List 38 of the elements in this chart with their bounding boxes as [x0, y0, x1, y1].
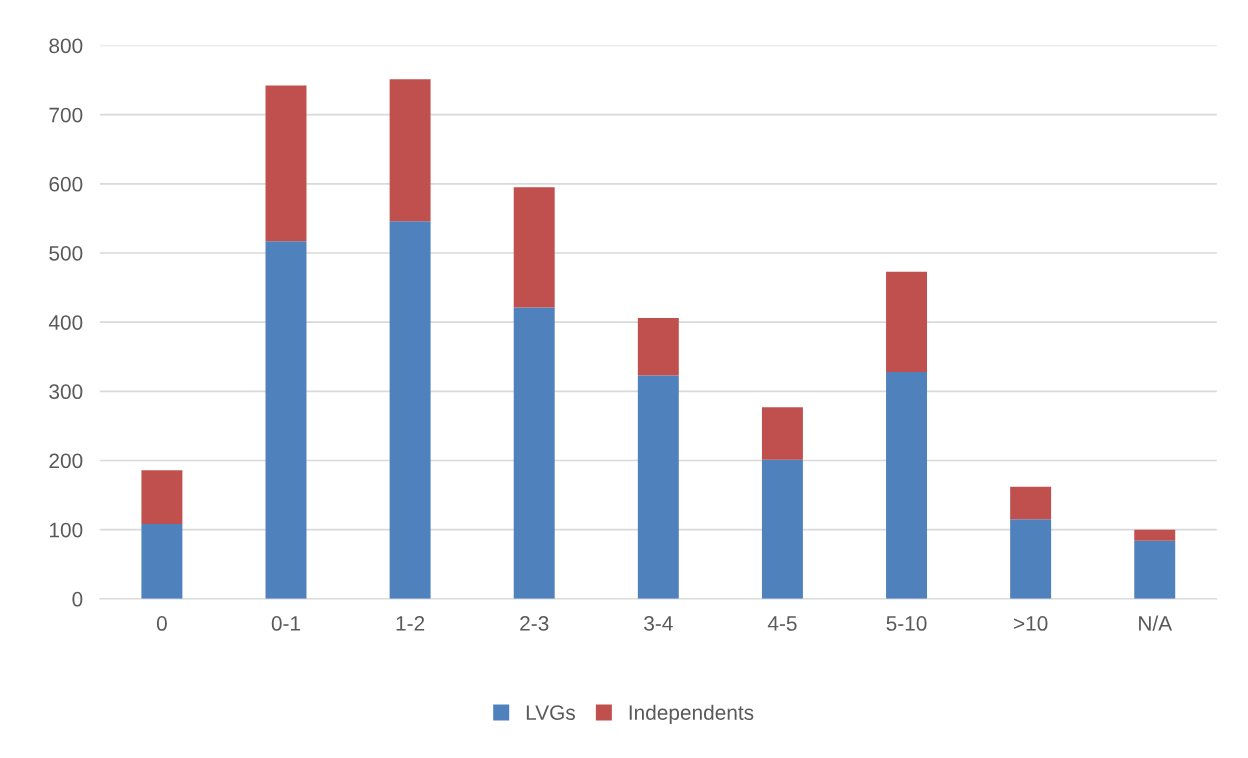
bar	[637, 375, 679, 599]
bar	[761, 407, 803, 460]
y-tick-label: 600	[49, 176, 83, 192]
y-tick-label: 400	[48, 315, 83, 330]
legend-label: Independents	[629, 704, 754, 725]
x-tick-label: 5-10	[886, 616, 927, 631]
y-tick-label: 300	[49, 384, 83, 400]
x-tick-label: 4-5	[767, 616, 797, 631]
bar	[886, 371, 928, 599]
x-tick-label: >10	[1014, 616, 1048, 631]
x-tick-label: N/A	[1139, 615, 1173, 631]
bar	[141, 470, 183, 525]
x-tick-label: 0	[156, 616, 167, 631]
bar	[637, 318, 679, 376]
legend-label: LVGs	[526, 705, 575, 720]
bar	[1010, 486, 1052, 520]
bar	[513, 307, 555, 599]
bar	[513, 187, 555, 308]
x-tick-label: 3-4	[644, 616, 673, 631]
y-tick-label: 100	[50, 522, 83, 538]
bar	[141, 524, 183, 599]
bar	[265, 241, 307, 599]
x-tick-label: 2-3	[520, 616, 549, 631]
bar	[389, 221, 431, 599]
x-tick-label: 0-1	[271, 616, 301, 631]
y-tick-label: 800	[49, 38, 83, 54]
bar	[1134, 529, 1176, 541]
y-tick-label: 200	[49, 453, 83, 469]
bar	[265, 85, 307, 242]
bar	[1134, 540, 1176, 599]
bar	[1010, 519, 1052, 599]
y-tick-label: 500	[49, 245, 83, 261]
bar	[886, 271, 928, 372]
x-tick-label: 1-2	[396, 616, 425, 631]
bar	[761, 459, 803, 599]
y-tick-label: 700	[49, 107, 83, 123]
y-tick-label: 0	[72, 591, 83, 607]
bar	[389, 79, 431, 222]
